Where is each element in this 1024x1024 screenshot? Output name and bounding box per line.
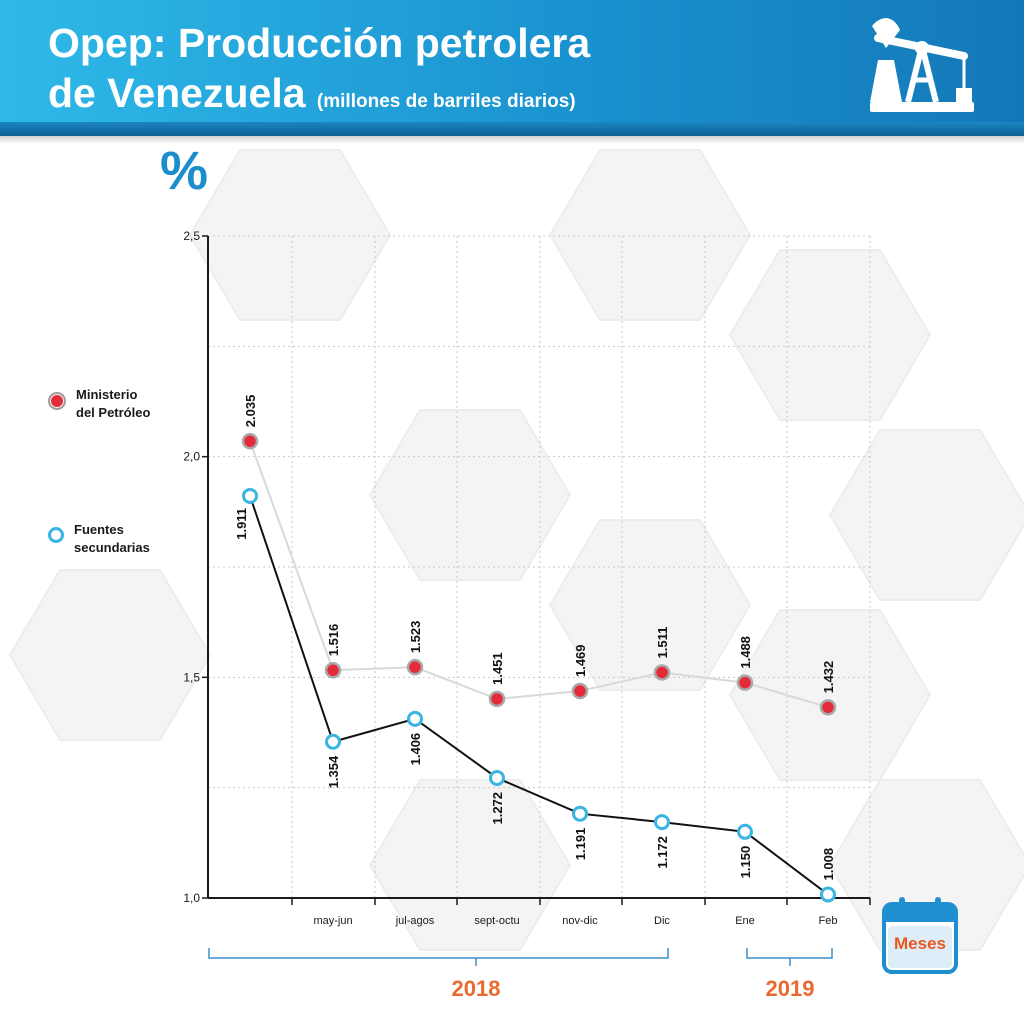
point-fuentes [737,823,753,840]
legend-fuentes-line1: Fuentes [74,522,124,537]
y-tick-label: 1,0 [183,891,200,905]
point-ministerio [406,658,424,676]
x-tick-label: Feb [819,915,838,927]
x-tick-label: jul-agos [395,915,435,927]
series-line-ministerio [249,440,829,709]
y-unit-label: % [160,141,209,201]
data-label-fuentes: 1.172 [655,836,670,869]
data-label-ministerio: 1.451 [490,652,505,685]
header-stripe [0,122,1024,136]
legend-label-fuentes: Fuentes secundarias [74,521,150,557]
legend-marker-blue [48,527,64,543]
data-label-ministerio: 1.516 [326,624,341,657]
x-tick-label: Dic [654,915,670,927]
point-ministerio [736,674,754,691]
point-ministerio [241,432,259,450]
oil-pump-icon [870,18,974,112]
x-tick-label: nov-dic [562,915,598,927]
point-fuentes [242,487,258,504]
page-title: Opep: Producción petrolera de Venezuela … [48,18,590,127]
title-line1: Opep: Producción petrolera [48,20,591,66]
legend-marker-red [48,392,66,410]
data-label-fuentes: 1.911 [234,508,249,540]
point-fuentes [407,710,423,727]
header-shadow [0,136,1024,144]
legend-ministerio-line2: del Petróleo [76,405,151,420]
data-label-fuentes: 1.191 [573,828,588,861]
calendar-icon [882,897,958,974]
y-tick-label: 1,5 [183,670,200,684]
data-label-fuentes: 1.150 [738,846,753,879]
legend-ministerio: Ministerio del Petróleo [48,386,150,422]
y-tick-label: 2,5 [183,229,200,243]
point-fuentes [489,769,505,786]
legend-ministerio-line1: Ministerio [76,387,138,402]
data-label-ministerio: 2.035 [243,395,258,428]
data-label-ministerio: 1.432 [821,661,836,694]
point-fuentes [654,814,670,831]
data-label-fuentes: 1.354 [326,755,341,788]
data-label-fuentes: 1.272 [490,792,505,825]
point-ministerio [819,699,837,716]
y-tick-label: 2,0 [183,450,200,464]
point-fuentes [572,805,588,822]
bracket-2019 [746,948,833,959]
x-tick-label: Ene [735,915,755,927]
data-label-ministerio: 1.469 [573,644,588,677]
point-ministerio [653,664,671,681]
data-label-fuentes: 1.406 [408,733,423,766]
data-label-ministerio: 1.511 [655,627,670,659]
bracket-2018 [208,948,669,959]
legend-fuentes: Fuentes secundarias [48,521,150,557]
data-label-ministerio: 1.523 [408,621,423,654]
point-ministerio [571,682,589,700]
year-label-2018: 2018 [452,976,501,1001]
legend-label-ministerio: Ministerio del Petróleo [76,386,150,422]
point-fuentes [820,886,836,903]
point-fuentes [325,733,341,750]
x-tick-label: may-jun [313,915,352,927]
year-label-2019: 2019 [766,976,815,1001]
legend-fuentes-line2: secundarias [74,540,150,555]
data-label-fuentes: 1.008 [821,848,836,881]
header-banner [0,0,1024,128]
point-ministerio [488,690,506,708]
x-tick-label: sept-octu [474,915,519,927]
data-label-ministerio: 1.488 [738,636,753,669]
title-subtitle: (millones de barriles diarios) [316,91,576,112]
title-line2: de Venezuela [48,70,306,116]
calendar-label: Meses [894,934,946,953]
series-line-fuentes [249,495,829,896]
point-ministerio [324,662,342,679]
